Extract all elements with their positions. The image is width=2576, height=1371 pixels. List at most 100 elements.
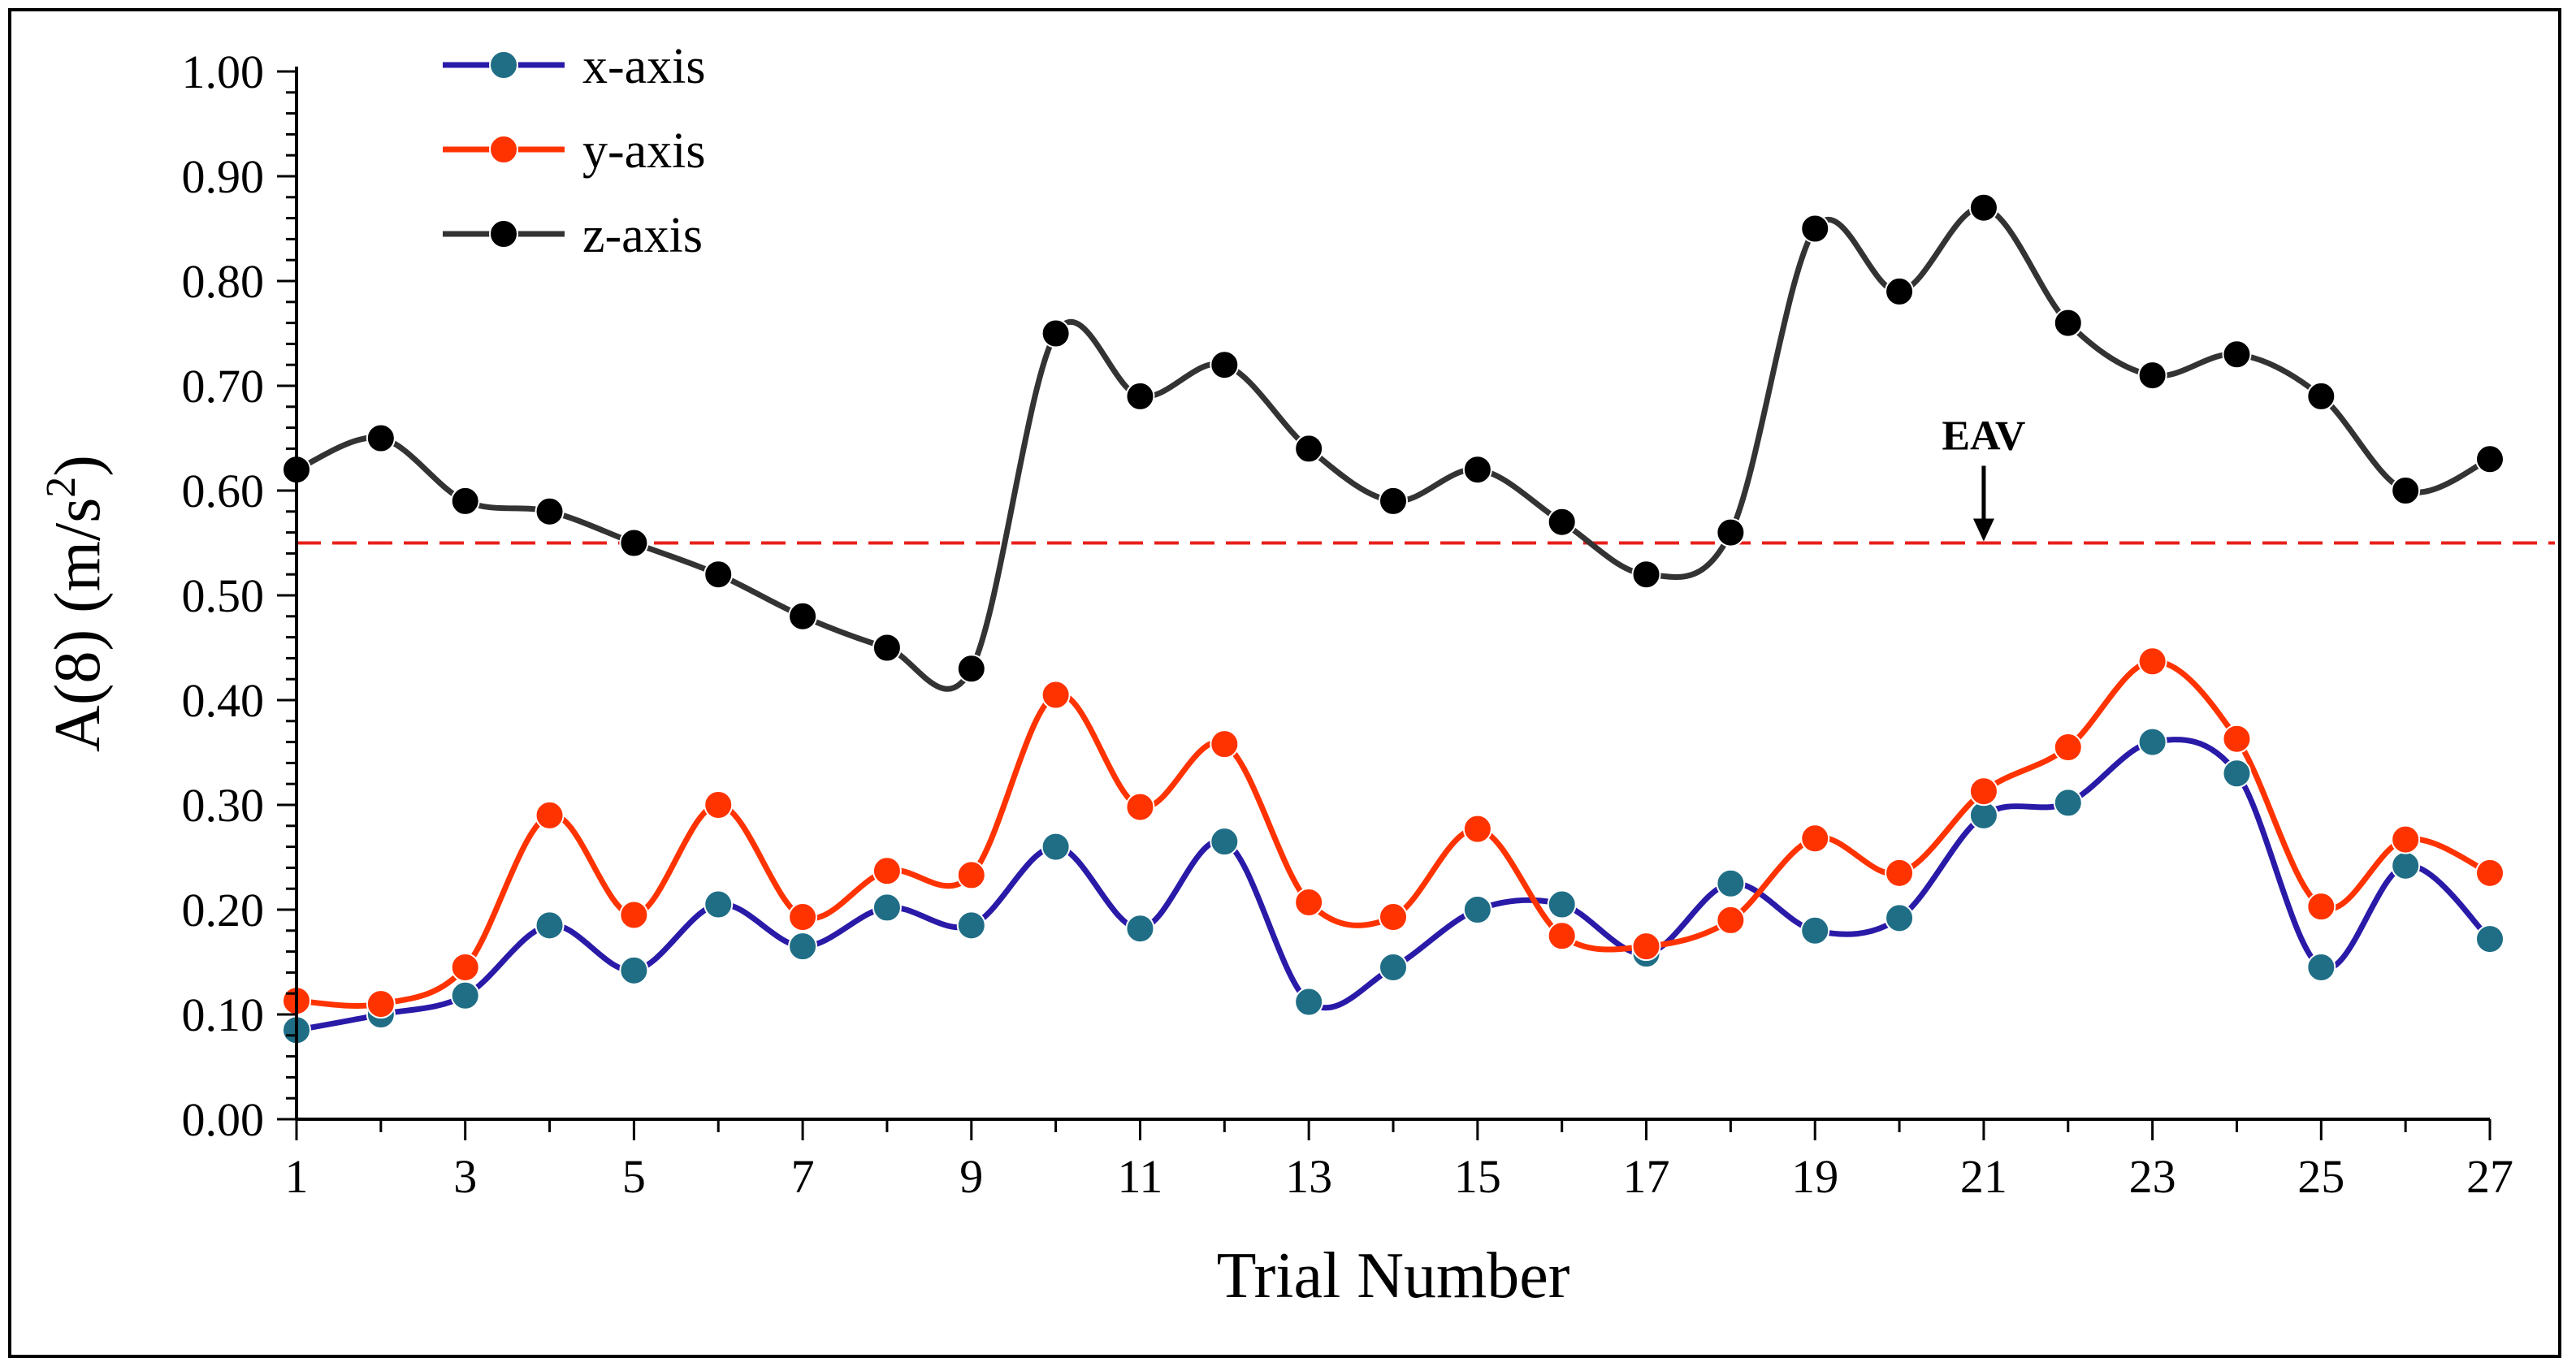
data-point-y-axis [2306, 892, 2336, 922]
data-point-x-axis [1885, 903, 1915, 933]
data-point-x-axis [450, 980, 480, 1010]
data-point-z-axis [1800, 214, 1830, 244]
data-point-z-axis [1041, 318, 1071, 348]
data-point-x-axis [1547, 889, 1577, 919]
data-point-y-axis [1041, 680, 1071, 710]
data-point-y-axis [956, 860, 986, 890]
x-tick-label: 27 [2466, 1150, 2513, 1203]
data-point-x-axis [2053, 788, 2083, 818]
data-point-x-axis [1462, 895, 1492, 924]
data-point-y-axis [366, 989, 396, 1019]
x-tick-label: 1 [285, 1150, 309, 1203]
data-point-z-axis [2222, 340, 2252, 370]
data-point-z-axis [956, 654, 986, 684]
series-line-y-axis [293, 658, 2493, 1009]
data-point-z-axis [1462, 455, 1492, 485]
data-point-y-axis [1547, 921, 1577, 951]
y-tick-label: 0.50 [182, 569, 265, 622]
data-point-x-axis [535, 910, 565, 941]
data-point-y-axis [1800, 824, 1830, 854]
x-tick-label: 25 [2297, 1150, 2344, 1203]
data-point-z-axis [1379, 486, 1408, 516]
series-line-x-axis [293, 737, 2493, 1033]
data-point-x-axis [788, 932, 818, 962]
data-point-x-axis [1210, 827, 1240, 857]
y-tick-label: 0.10 [182, 988, 265, 1041]
data-point-z-axis [450, 486, 480, 516]
data-point-y-axis [2053, 733, 2083, 763]
data-point-z-axis [535, 496, 565, 526]
y-tick-label: 0.30 [182, 779, 265, 832]
data-point-x-axis [2306, 952, 2336, 982]
data-point-z-axis [1885, 276, 1915, 306]
data-point-x-axis [1294, 987, 1324, 1017]
y-tick-label: 0.90 [182, 150, 265, 203]
x-tick-label: 11 [1118, 1150, 1163, 1203]
x-tick-label: 3 [453, 1150, 477, 1203]
legend: x-axis y-axis z-axis [443, 39, 706, 263]
legend-marker-y-axis [489, 135, 518, 164]
y-tick-label: 0.40 [182, 674, 265, 727]
data-point-z-axis [788, 601, 818, 631]
data-point-z-axis [2137, 361, 2167, 391]
data-point-z-axis [1210, 350, 1240, 380]
legend-marker-z-axis [489, 219, 518, 249]
data-point-y-axis [1885, 858, 1915, 888]
x-tick-label: 21 [1960, 1150, 2007, 1203]
data-point-x-axis [2391, 850, 2421, 880]
data-point-z-axis [2475, 444, 2505, 474]
data-point-y-axis [1294, 887, 1324, 917]
legend-label-z-axis: z-axis [582, 208, 703, 263]
data-point-x-axis [872, 893, 902, 923]
y-tick-label: 0.20 [182, 884, 265, 936]
data-point-y-axis [1968, 776, 1998, 807]
data-point-y-axis [535, 800, 565, 830]
legend-label-x-axis: x-axis [582, 39, 706, 94]
data-point-y-axis [1125, 792, 1155, 822]
data-point-y-axis [1462, 814, 1492, 844]
eav-label: EAV [1942, 413, 2025, 460]
data-point-z-axis [1547, 507, 1577, 537]
data-point-y-axis [619, 900, 649, 930]
x-tick-label: 9 [959, 1150, 983, 1203]
data-point-x-axis [619, 955, 649, 985]
data-point-z-axis [1125, 381, 1155, 411]
data-point-z-axis [2306, 381, 2336, 411]
data-point-z-axis [1968, 192, 1998, 223]
data-point-y-axis [2222, 724, 2252, 754]
eav-arrow-head [1972, 518, 1994, 542]
data-point-z-axis [2053, 308, 2083, 338]
data-point-x-axis [1800, 915, 1830, 945]
legend-marker-x-axis [489, 50, 518, 80]
data-point-x-axis [1716, 868, 1746, 898]
axes-group: 0.00 0.10 0.20 0.30 0.40 0.50 0.60 0.70 0.80 0.90… [182, 45, 2514, 1203]
data-point-y-axis [1716, 905, 1746, 935]
data-point-z-axis [619, 528, 649, 558]
x-tick-label: 23 [2129, 1150, 2176, 1203]
x-tick-label: 17 [1623, 1150, 1670, 1203]
data-point-y-axis [2475, 858, 2505, 888]
y-tick-label: 1.00 [182, 45, 265, 98]
x-tick-label: 15 [1454, 1150, 1501, 1203]
data-point-z-axis [1294, 434, 1324, 464]
x-tick-label: 13 [1285, 1150, 1332, 1203]
x-tick-label: 19 [1791, 1150, 1838, 1203]
data-point-y-axis [2391, 824, 2421, 854]
y-tick-label: 0.70 [182, 360, 265, 413]
axis-titles-group: Trial Number A(8) (m/s2) [38, 455, 1569, 1312]
series-line-z-axis [293, 205, 2493, 692]
data-point-z-axis [366, 423, 396, 453]
data-point-y-axis [1379, 902, 1408, 932]
x-tick-label: 5 [622, 1150, 646, 1203]
data-point-x-axis [1041, 832, 1071, 862]
x-tick-label: 7 [791, 1150, 815, 1203]
data-point-x-axis [704, 889, 734, 919]
data-point-z-axis [2391, 476, 2421, 505]
data-point-x-axis [2222, 759, 2252, 789]
x-axis-title: Trial Number [1217, 1240, 1570, 1312]
data-point-y-axis [704, 790, 734, 820]
y-axis-title-close: ) [42, 455, 114, 477]
data-point-x-axis [956, 910, 986, 941]
y-tick-label: 0.00 [182, 1093, 265, 1146]
data-point-y-axis [1210, 729, 1240, 759]
